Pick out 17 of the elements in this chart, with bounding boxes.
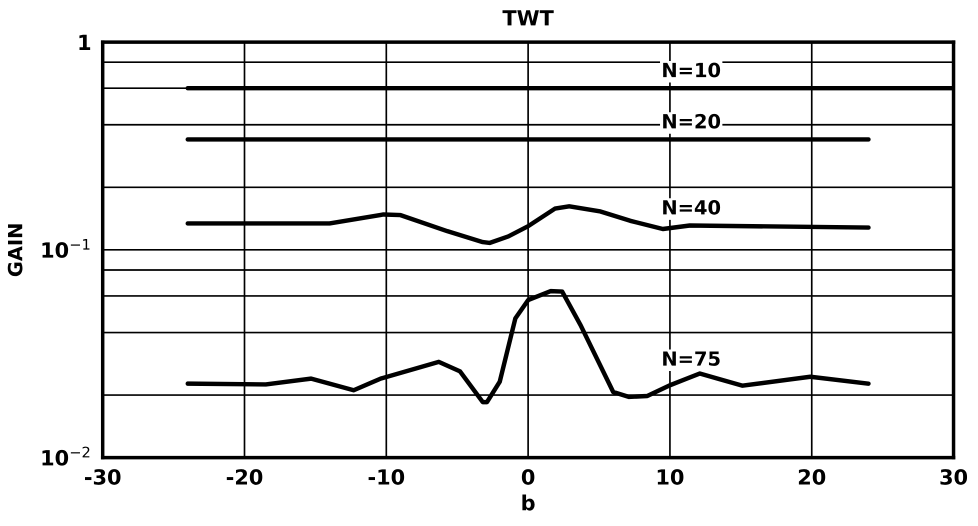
x-axis-title: b	[522, 494, 535, 511]
x-tick-label: -30	[85, 469, 121, 485]
series-label: N=20	[663, 114, 720, 129]
series-label: N=40	[663, 200, 720, 215]
x-tick-label: 20	[798, 469, 826, 485]
x-tick-label: -10	[368, 469, 404, 485]
x-tick-label: 30	[940, 469, 968, 485]
y-axis-title: GAIN	[8, 224, 22, 276]
series-label: N=10	[663, 62, 720, 78]
x-tick-label: -20	[226, 469, 262, 485]
y-tick-label: 10$^{−1}$	[42, 239, 90, 258]
chart-title: TWT	[502, 10, 554, 26]
x-tick-label: 10	[658, 469, 684, 485]
y-tick-label: 1	[79, 34, 90, 50]
series-label: N=75	[663, 351, 720, 366]
y-tick-label: 10$^{−2}$	[42, 446, 90, 466]
x-tick-label: 0	[522, 469, 534, 485]
